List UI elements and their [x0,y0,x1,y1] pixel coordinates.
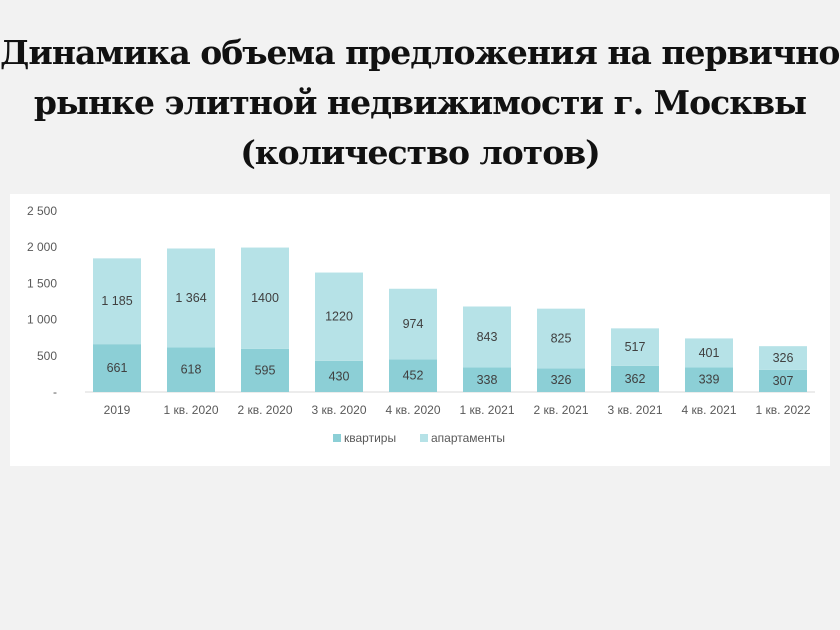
y-tick-label: 2 500 [27,204,57,218]
bar-segment-apartamenty [389,288,437,360]
data-label-apartamenty: 517 [625,340,646,354]
bar-segment-kvartiry [611,365,659,392]
x-tick-label: 2019 [104,403,131,417]
data-label-apartamenty: 1 364 [175,291,206,305]
data-label-apartamenty: 843 [477,330,498,344]
legend-label-kvartiry: квартиры [344,431,396,445]
data-label-apartamenty: 401 [699,346,720,360]
y-tick-label: 1 000 [27,313,57,327]
data-label-apartamenty: 1 185 [101,294,132,308]
bar-segment-kvartiry [167,347,215,392]
bar-segment-apartamenty [463,306,511,368]
data-label-kvartiry: 618 [181,363,202,377]
data-label-kvartiry: 362 [625,372,646,386]
bar-segment-kvartiry [537,368,585,392]
data-label-kvartiry: 338 [477,373,498,387]
data-label-apartamenty: 825 [551,332,572,346]
bar-segment-apartamenty [759,346,807,370]
legend-label-apartamenty: апартаменты [431,431,505,445]
x-tick-label: 1 кв. 2021 [460,403,515,417]
x-tick-label: 4 кв. 2020 [386,403,441,417]
bar-segment-kvartiry [241,348,289,392]
y-tick-label: 2 000 [27,240,57,254]
chart-title: Динамика объема предложения на первичном… [0,28,840,178]
bar-segment-kvartiry [759,369,807,392]
chart-title-line-3: (количество лотов) [240,133,601,172]
x-tick-label: 2 кв. 2021 [534,403,589,417]
data-label-apartamenty: 1220 [325,310,353,324]
bar-segment-kvartiry [685,367,733,392]
data-label-kvartiry: 661 [107,361,128,375]
bar-segment-apartamenty [167,248,215,348]
data-label-kvartiry: 326 [551,373,572,387]
x-tick-label: 1 кв. 2020 [164,403,219,417]
x-tick-label: 3 кв. 2020 [312,403,367,417]
y-tick-label: 1 500 [27,276,57,290]
y-tick-label: - [53,385,57,399]
legend-swatch-apartamenty [420,434,428,442]
data-label-kvartiry: 339 [699,373,720,387]
data-label-kvartiry: 595 [255,363,276,377]
data-label-kvartiry: 452 [403,369,424,383]
stacked-bar-chart: - 500 1 000 1 500 2 000 2 500 661 1 185 2019 618 1… [27,204,815,445]
x-tick-label: 1 кв. 2022 [756,403,811,417]
bar-segment-kvartiry [315,360,363,392]
bar-segment-apartamenty [315,272,363,361]
data-label-kvartiry: 307 [773,374,794,388]
bar-segment-apartamenty [537,308,585,369]
bar-segment-kvartiry [389,359,437,392]
x-tick-label: 3 кв. 2021 [608,403,663,417]
chart-panel: - 500 1 000 1 500 2 000 2 500 661 1 185 2019 618 1… [10,194,830,466]
x-tick-label: 4 кв. 2021 [682,403,737,417]
data-label-kvartiry: 430 [329,369,350,383]
chart-title-line-1: Динамика объема предложения на первичном [0,33,840,72]
data-label-apartamenty: 974 [403,317,424,331]
bar-segment-apartamenty [241,247,289,349]
bar-segment-apartamenty [93,258,141,345]
y-tick-label: 500 [37,349,57,363]
data-label-apartamenty: 1400 [251,291,279,305]
x-tick-label: 2 кв. 2020 [238,403,293,417]
chart-title-line-2: рынке элитной недвижимости г. Москвы [33,83,807,122]
bar-segment-kvartiry [463,367,511,392]
bar-segment-kvartiry [93,344,141,392]
data-label-apartamenty: 326 [773,351,794,365]
legend-swatch-kvartiry [333,434,341,442]
bar-segment-apartamenty [685,338,733,368]
bar-segment-apartamenty [611,328,659,366]
